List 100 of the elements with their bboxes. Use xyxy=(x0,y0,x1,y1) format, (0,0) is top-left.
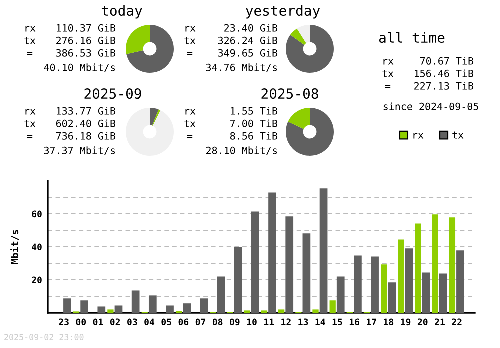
text: 349.65 GiB xyxy=(218,49,278,57)
text: 70.67 TiB xyxy=(420,57,474,65)
text: = xyxy=(385,85,391,88)
text: = xyxy=(187,135,193,138)
bar xyxy=(183,304,192,313)
text: rx xyxy=(26,109,36,115)
chart-title: 2025-08 xyxy=(262,88,318,100)
bar xyxy=(330,300,336,313)
bar xyxy=(166,306,174,313)
bar xyxy=(98,306,106,313)
x-tick-label: 21 xyxy=(435,318,445,326)
text: tx xyxy=(184,37,196,44)
text: rx xyxy=(26,26,36,32)
x-tick-label: 03 xyxy=(128,318,138,326)
text: rx xyxy=(384,59,394,65)
donut-slice xyxy=(150,108,159,126)
x-tick-label: 19 xyxy=(401,318,411,326)
bar xyxy=(302,234,311,313)
bar xyxy=(132,290,140,313)
text: 386.53 GiB xyxy=(56,49,116,57)
bar xyxy=(80,300,88,313)
text: 276.16 GiB xyxy=(56,36,116,44)
donut-slice xyxy=(286,108,334,156)
text: tx xyxy=(24,120,36,128)
text: tx xyxy=(382,70,394,78)
bar xyxy=(108,310,114,313)
bar xyxy=(200,298,208,313)
bar xyxy=(286,216,294,313)
x-tick-label: 06 xyxy=(178,318,189,326)
text: 110.37 GiB xyxy=(57,24,116,32)
chart-title: yesterday xyxy=(246,5,320,19)
bar xyxy=(388,282,396,313)
text: 227.13 TiB xyxy=(414,82,474,90)
text: 736.18 GiB xyxy=(56,132,116,140)
bar xyxy=(252,212,260,313)
x-tick-label: 22 xyxy=(452,318,462,326)
text: 156.46 TiB xyxy=(415,70,474,78)
donut-slice xyxy=(126,108,174,156)
x-tick-label: 17 xyxy=(367,318,376,326)
text: 8.56 TiB xyxy=(230,132,278,140)
text: = xyxy=(27,52,33,56)
text: = xyxy=(187,52,193,56)
x-tick-label: 02 xyxy=(110,318,120,326)
bar xyxy=(354,256,362,313)
x-tick-label: 11 xyxy=(264,318,274,326)
bar xyxy=(278,310,285,313)
chart-title: today xyxy=(102,5,142,19)
x-tick-label: 05 xyxy=(162,318,172,326)
text: 23.40 GiB xyxy=(224,24,278,32)
x-tick-label: 20 xyxy=(418,318,428,326)
bar xyxy=(148,296,157,313)
x-tick-label: 10 xyxy=(247,318,257,326)
y-tick-label: 60 xyxy=(32,210,42,218)
donut-slice xyxy=(290,28,306,46)
x-tick-label: 23 xyxy=(59,318,69,326)
bar xyxy=(114,306,123,313)
text: since 2024-09-05 xyxy=(384,102,478,110)
x-tick-label: 08 xyxy=(212,318,223,326)
bar xyxy=(405,248,414,313)
donut-slice xyxy=(126,25,150,54)
donut-slice xyxy=(152,110,161,126)
legend-label: rx xyxy=(414,133,424,139)
text: tx xyxy=(24,37,36,44)
bar xyxy=(268,192,276,313)
chart-title: 2025-09 xyxy=(84,88,142,100)
text: 34.76 Mbit/s xyxy=(206,64,278,72)
bar xyxy=(234,247,242,313)
x-tick-label: 04 xyxy=(144,318,155,326)
bar xyxy=(398,240,404,313)
y-axis-title: Mbit/s xyxy=(10,230,20,264)
text: 37.37 Mbit/s xyxy=(44,146,116,156)
y-tick-label: 20 xyxy=(32,276,42,284)
legend-label: tx xyxy=(452,132,464,139)
bar xyxy=(422,272,430,313)
text: 133.77 GiB xyxy=(57,107,116,115)
x-tick-label: 01 xyxy=(93,318,104,326)
donut-slice xyxy=(286,25,334,73)
text: 326.24 GiB xyxy=(218,36,278,44)
x-tick-label: 15 xyxy=(332,318,342,326)
bar xyxy=(336,276,345,313)
bar xyxy=(312,310,319,313)
text: = xyxy=(27,135,33,138)
text: tx xyxy=(184,120,196,128)
text: 7.00 TiB xyxy=(230,120,278,128)
bar xyxy=(449,218,456,313)
bar xyxy=(415,224,422,313)
bar xyxy=(439,274,448,313)
bar xyxy=(217,276,226,313)
x-tick-label: 16 xyxy=(350,318,360,326)
x-tick-label: 18 xyxy=(384,318,394,326)
text: 40.10 Mbit/s xyxy=(44,64,116,72)
x-tick-label: 09 xyxy=(230,318,240,326)
text: all time xyxy=(379,32,445,44)
bar xyxy=(320,188,328,313)
text: 602.40 GiB xyxy=(56,120,116,128)
bar xyxy=(381,264,388,313)
x-tick-label: 00 xyxy=(76,318,86,326)
x-tick-label: 12 xyxy=(282,318,291,326)
x-tick-label: 14 xyxy=(316,318,326,326)
bar xyxy=(371,256,379,313)
